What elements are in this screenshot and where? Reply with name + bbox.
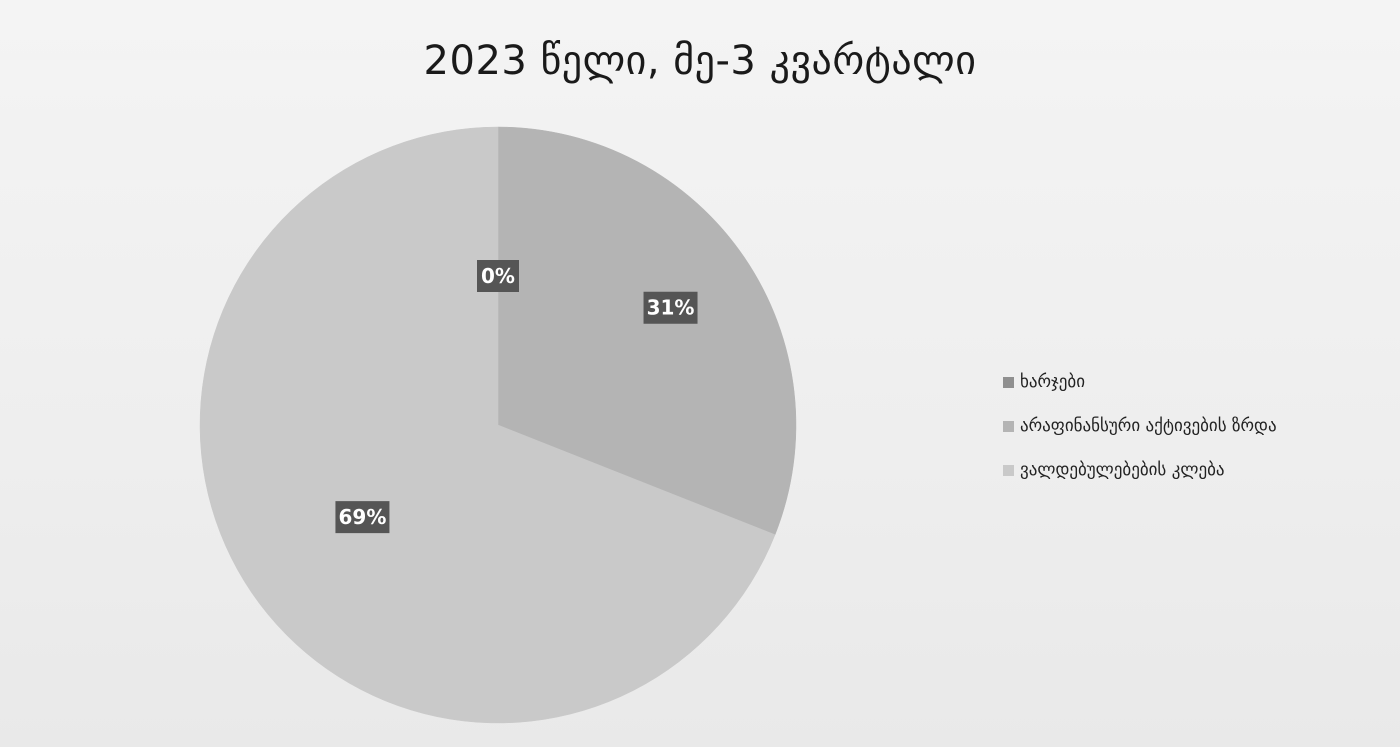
- legend-item-liabilities-decrease: ვალდებულებების კლება: [1003, 458, 1277, 482]
- pie-slices: [199, 126, 797, 724]
- legend-item-nonfinancial-assets: არაფინანსური აქტივების ზრდა: [1003, 414, 1277, 438]
- legend-label: არაფინანსური აქტივების ზრდა: [1020, 416, 1277, 436]
- legend-label: ხარჯები: [1020, 372, 1085, 392]
- data-label-box: [335, 501, 390, 534]
- data-label-text: 31%: [647, 296, 695, 320]
- legend-swatch: [1003, 420, 1014, 432]
- pie-slice-nonfinancial-assets: [497, 126, 797, 536]
- pie-slice-liabilities-decrease: [199, 126, 776, 724]
- legend-label: ვალდებულებების კლება: [1020, 460, 1225, 480]
- data-label-liabilities-decrease: 69%: [335, 501, 390, 534]
- data-label-expenses: 0%: [477, 260, 519, 292]
- data-label-text: 0%: [481, 264, 515, 288]
- legend-item-expenses: ხარჯები: [1003, 370, 1277, 394]
- data-labels: 0% 31% 69%: [335, 260, 698, 534]
- data-label-text: 69%: [339, 505, 387, 529]
- data-label-box: [477, 260, 519, 292]
- data-label-box: [643, 291, 698, 324]
- legend-swatch: [1003, 464, 1014, 476]
- chart-title: 2023 წელი, მე-3 კვარტალი: [423, 38, 977, 84]
- legend-swatch: [1003, 376, 1014, 388]
- chart-legend: ხარჯები არაფინანსური აქტივების ზრდა ვალდ…: [1003, 370, 1277, 502]
- data-label-nonfinancial-assets: 31%: [643, 291, 698, 324]
